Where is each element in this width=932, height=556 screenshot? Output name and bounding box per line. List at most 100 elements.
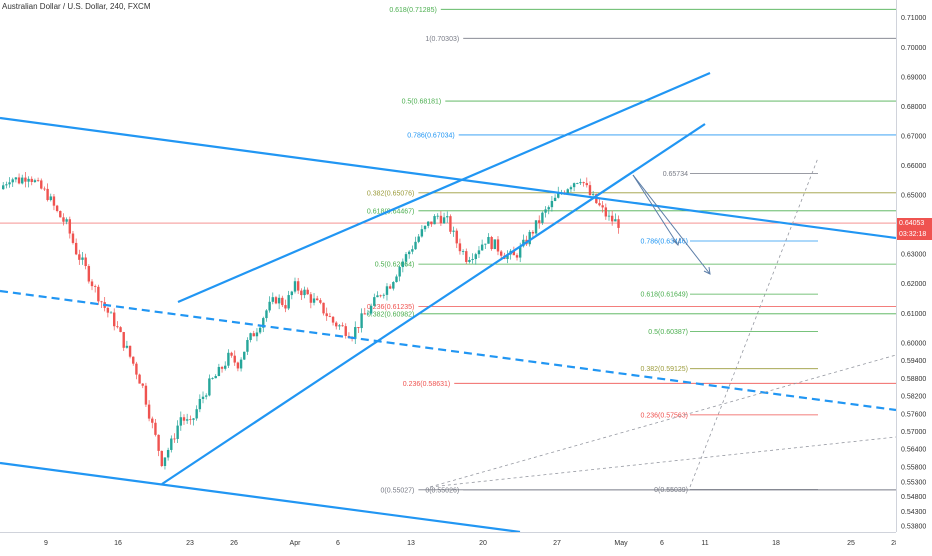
candle-body	[198, 398, 202, 410]
candle-body	[518, 246, 522, 258]
candle-body	[420, 229, 424, 237]
candle-body	[132, 356, 135, 364]
candle-body	[65, 219, 68, 222]
candle-body	[335, 322, 338, 327]
candle-body	[274, 297, 278, 304]
candle-body	[271, 297, 274, 302]
fib-label: 0.382(0.65076)	[367, 190, 414, 197]
candle-body	[538, 220, 541, 223]
candle-body	[262, 318, 265, 328]
candle-body	[100, 301, 103, 303]
candle-body	[433, 216, 436, 225]
countdown-tag: 03:32:18	[897, 229, 932, 241]
candle-body	[17, 177, 21, 184]
price-tick-label: 0.58800	[901, 376, 926, 383]
candle-body	[163, 457, 167, 466]
candle-body	[122, 332, 125, 348]
fib-label: 0(0.55027)	[381, 487, 415, 494]
chart-area[interactable]: 0.618(0.71285) 1(0.70303) 0.5(0.68181) 0.78…	[0, 0, 896, 532]
candle-body	[243, 351, 246, 360]
fib-fan-line	[429, 436, 896, 488]
candle-body	[480, 244, 484, 251]
candle-body	[204, 395, 208, 397]
candle-body	[227, 352, 230, 366]
candle-body	[477, 250, 481, 255]
fib-projection-label: 0.5(0.60387)	[648, 329, 688, 336]
fib-label: 0.382(0.60982)	[367, 311, 414, 318]
time-tick-label: 20	[479, 540, 487, 547]
candle-body	[125, 345, 129, 348]
candle-body	[417, 236, 420, 242]
price-tick-label: 0.65000	[901, 193, 926, 200]
candle-body	[598, 203, 601, 206]
candle-body	[493, 239, 497, 250]
candle-body	[404, 254, 408, 262]
candle-body	[617, 219, 620, 228]
candle-body	[354, 327, 357, 339]
candle-body	[135, 363, 138, 375]
candle-body	[385, 286, 389, 295]
candle-body	[281, 297, 284, 306]
fib-label: 0.5(0.68181)	[402, 99, 442, 106]
candle-body	[97, 286, 100, 302]
candle-body	[59, 210, 62, 218]
candle-body	[128, 345, 132, 357]
candle-body	[55, 205, 59, 211]
candle-body	[395, 276, 398, 283]
trend-line	[0, 116, 896, 240]
candle-body	[325, 313, 328, 317]
candle-body	[458, 243, 462, 252]
price-tick-label: 0.61000	[901, 311, 926, 318]
candle-body	[36, 180, 40, 182]
candle-body	[550, 200, 554, 208]
fib-label: 0.618(0.64467)	[367, 208, 414, 215]
candle-body	[572, 183, 576, 188]
candle-body	[604, 207, 608, 217]
candle-body	[160, 450, 163, 466]
candle-body	[293, 281, 297, 292]
price-tick-label: 0.63000	[901, 252, 926, 259]
candle-body	[541, 212, 544, 223]
candle-body	[52, 196, 56, 206]
candle-body	[211, 378, 214, 379]
candle-body	[582, 182, 585, 184]
candle-body	[201, 396, 205, 399]
candle-body	[106, 307, 110, 313]
price-axis[interactable]: 0.71000 0.70000 0.69000 0.68000 0.67000 0.660…	[896, 0, 932, 532]
time-tick-label: 23	[186, 540, 194, 547]
candle-body	[585, 183, 588, 186]
candle-body	[446, 216, 449, 218]
candle-body	[192, 418, 195, 420]
candle-body	[316, 298, 319, 301]
candle-body	[144, 385, 148, 405]
candle-body	[78, 254, 81, 260]
candle-body	[182, 417, 186, 421]
fib-label: 0(0.55026)	[425, 487, 459, 494]
candle-body	[116, 326, 119, 328]
candle-body	[109, 312, 113, 314]
candle-body	[236, 362, 240, 369]
candle-body	[499, 251, 503, 256]
trend-line	[177, 71, 711, 304]
arrow-head	[703, 266, 711, 275]
candle-body	[322, 302, 325, 314]
chart-canvas[interactable]: 0.618(0.71285) 1(0.70303) 0.5(0.68181) 0.78…	[0, 0, 896, 532]
candle-body	[24, 177, 27, 182]
candle-body	[249, 333, 252, 340]
fib-projection-label: 0(0.55039)	[654, 487, 688, 494]
candle-body	[208, 378, 211, 396]
candle-body	[170, 438, 173, 450]
arrow-head	[672, 237, 681, 246]
candle-body	[528, 231, 531, 245]
candle-body	[74, 242, 78, 255]
candle-body	[392, 282, 395, 289]
candle-body	[407, 251, 411, 255]
candle-body	[157, 434, 160, 451]
candle-body	[455, 230, 458, 244]
candle-body	[363, 313, 366, 315]
candle-body	[496, 239, 500, 252]
candle-body	[287, 295, 290, 309]
candle-body	[284, 305, 287, 309]
time-axis[interactable]: 9 16 23 26 Apr 6 13 20 27 May 6 11 18 25 28	[0, 532, 899, 551]
candle-body	[576, 183, 579, 184]
